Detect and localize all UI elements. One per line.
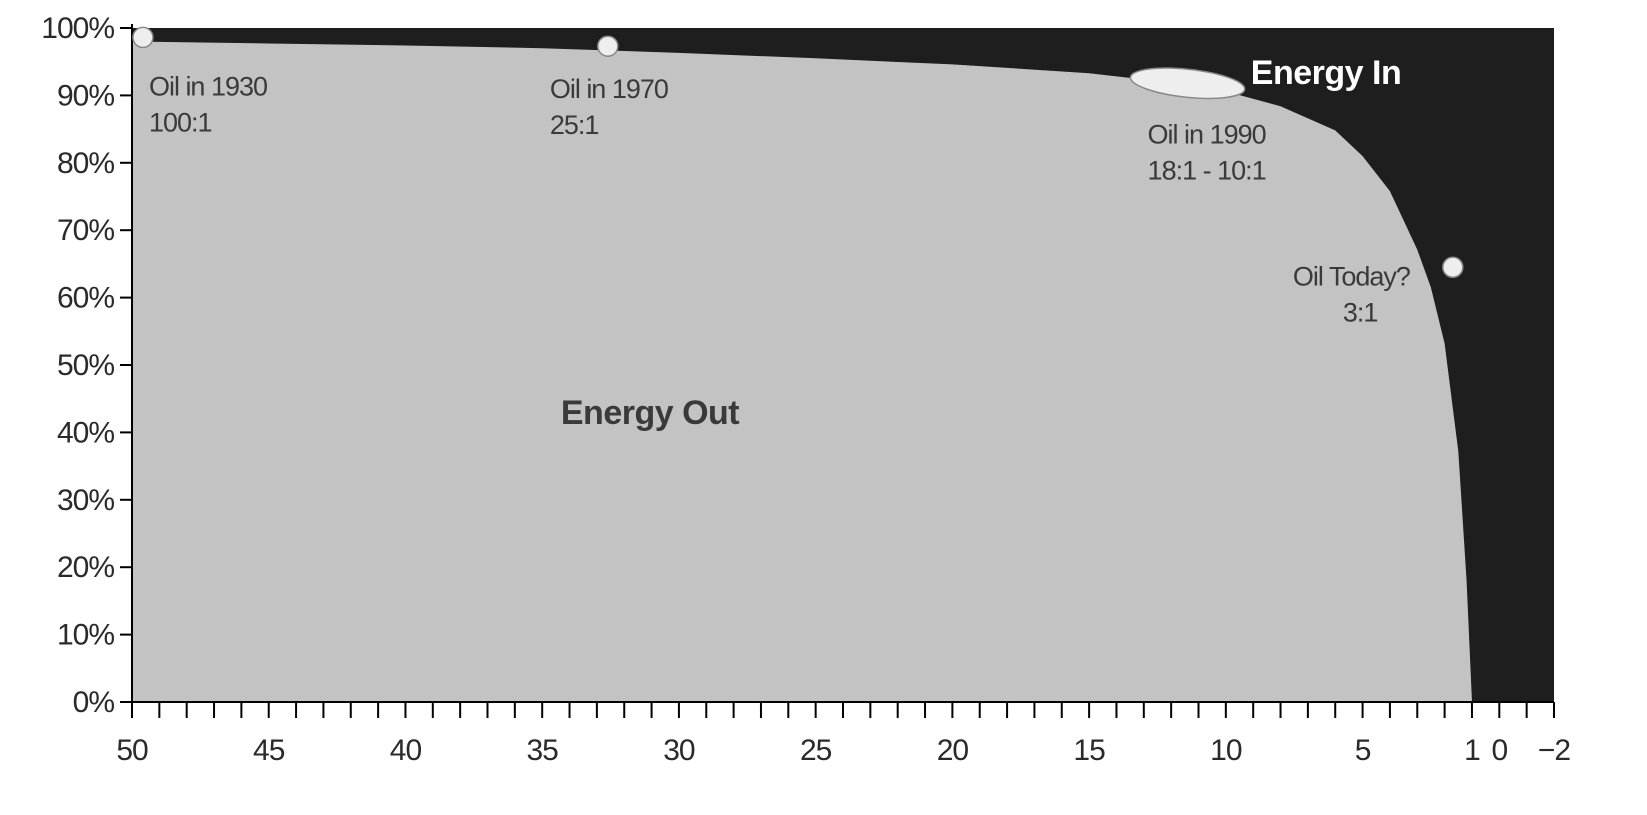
x-tick-label: 10 [1210,734,1242,767]
annotation-label: Oil in 1930 100:1 [149,71,267,137]
annotation-label: Oil Today? 3:1 [1293,261,1411,327]
annotation-label-line: 3:1 [1343,297,1378,327]
y-tick-label: 10% [57,619,114,652]
y-tick-label: 70% [57,214,114,247]
energy-out-area [132,41,1472,702]
annotation-label: Oil in 1970 25:1 [550,74,668,140]
annotation-label-line: 18:1 - 10:1 [1148,155,1266,185]
annotation-label-line: Oil in 1990 [1148,119,1266,149]
annotation-marker-circle [1442,256,1464,279]
axis-layer: 0%10%20%30%40%50%60%70%80%90%100%50 45 40 3… [41,12,1571,767]
annotation-label-line: Oil in 1930 [149,71,267,101]
annotation-label-line: Oil Today? [1293,261,1411,291]
annotation-marker-circle [597,35,619,57]
annotation-label-line: 25:1 [550,110,599,140]
x-tick-label: 30 [663,734,695,767]
y-tick-label: 60% [57,282,114,315]
x-tick-label: 1 [1464,734,1480,767]
y-tick-label: 100% [41,12,114,45]
y-tick-label: 50% [57,349,114,382]
annotation-label-line: Oil in 1970 [550,74,668,104]
x-tick-label: 15 [1073,734,1105,767]
y-tick-label: 80% [57,147,114,180]
x-tick-label: 20 [937,734,969,767]
annotation-marker-circle [132,26,154,49]
y-tick-label: 40% [57,416,114,449]
x-tick-label: 40 [390,734,422,767]
region-label-energy-in: Energy In [1251,54,1401,92]
x-tick-label: 50 [116,734,148,767]
plot-layer [132,28,1554,702]
annotation-marker-ellipse [1129,67,1246,100]
annotation-label-line: 100:1 [149,107,212,137]
y-tick-label: 0% [73,686,115,719]
x-tick-label: 5 [1355,734,1371,767]
x-tick-label: −2 [1538,734,1571,767]
y-tick-label: 30% [57,484,114,517]
y-tick-label: 20% [57,551,114,584]
x-tick-label: 25 [800,734,832,767]
x-tick-label: 45 [253,734,285,767]
x-tick-label: 35 [527,734,559,767]
y-tick-label: 90% [57,79,114,112]
region-label-energy-out: Energy Out [561,394,739,432]
x-tick-label: 0 [1491,734,1507,767]
annotation-label: Oil in 1990 18:1 - 10:1 [1148,119,1266,185]
